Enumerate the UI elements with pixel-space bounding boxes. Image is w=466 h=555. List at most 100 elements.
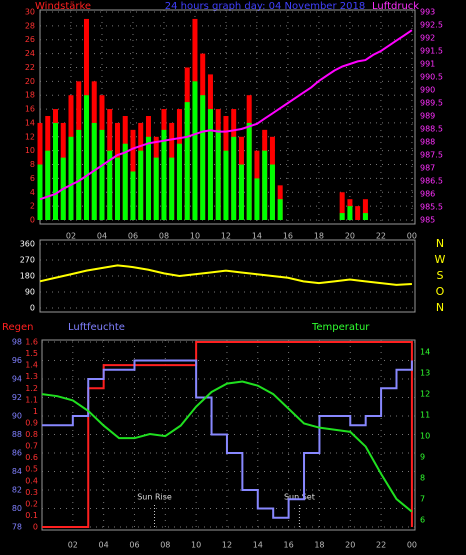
y3-tick-label: 8: [420, 474, 425, 483]
y-tick-label: 2: [30, 202, 35, 211]
wind-bar: [262, 150, 268, 220]
y2-tick-label: 0.2: [25, 499, 38, 508]
y-tick-label: 96: [12, 356, 22, 365]
y3-tick-label: 7: [420, 495, 425, 504]
y2-tick-label: 993: [420, 8, 435, 17]
wind-bar: [223, 150, 229, 220]
wind-bar: [238, 164, 244, 220]
x-tick-label: 12: [221, 232, 231, 241]
y2-tick-label: 986.5: [420, 177, 443, 186]
direction-label: W: [435, 253, 446, 266]
y-tick-label: 18: [25, 91, 35, 100]
direction-label: O: [436, 285, 445, 298]
y3-tick-label: 11: [420, 411, 430, 420]
wind-bar: [52, 122, 58, 220]
y-tick-label: 20: [25, 77, 35, 86]
y-tick-label: 30: [25, 8, 35, 17]
chart-title: 24 hours graph day: 04 November 2018: [165, 1, 365, 12]
x-tick-label: 18: [314, 232, 324, 241]
y-tick-label: 94: [12, 375, 22, 384]
direction-label: N: [436, 237, 444, 250]
y-tick-label: 22: [25, 63, 35, 72]
line-line: [41, 380, 413, 513]
x-tick-label: 20: [345, 541, 355, 550]
x-tick-label: 10: [191, 541, 201, 550]
wind-bar: [192, 81, 198, 220]
wind-bar: [362, 213, 368, 220]
wind-bar: [355, 206, 361, 220]
wind-bar: [347, 206, 353, 220]
y2-tick-label: 992: [420, 34, 435, 43]
y-tick-label: 360: [20, 240, 35, 249]
y-tick-label: 84: [12, 467, 22, 476]
y-tick-label: 8: [30, 160, 35, 169]
wind-label: Windstärke: [35, 1, 91, 12]
wind-bar: [200, 95, 206, 220]
x-tick-label: 20: [345, 232, 355, 241]
y-tick-label: 10: [25, 146, 35, 155]
y-tick-label: 12: [25, 132, 35, 141]
y-tick-label: 28: [25, 21, 35, 30]
y2-tick-label: 988.5: [420, 125, 443, 134]
x-tick-label: 10: [190, 232, 200, 241]
y-tick-label: 24: [25, 49, 35, 58]
y-tick-label: 78: [12, 523, 22, 532]
y-tick-label: 6: [30, 174, 35, 183]
wind-bar: [339, 213, 345, 220]
y-tick-label: 270: [20, 256, 35, 265]
y2-tick-label: 0.9: [25, 418, 38, 427]
x-tick-label: 16: [284, 541, 294, 550]
y2-tick-label: 0.1: [25, 511, 38, 520]
y3-tick-label: 10: [420, 432, 430, 441]
wind-bar: [246, 122, 252, 220]
y-tick-label: 98: [12, 338, 22, 347]
wind-bar: [114, 157, 120, 220]
wind-bar: [153, 157, 159, 220]
x-tick-label: 14: [252, 232, 262, 241]
y2-tick-label: 1.4: [25, 361, 38, 370]
y-tick-label: 86: [12, 449, 22, 458]
rain-label: Regen: [2, 322, 34, 333]
x-tick-label: 00: [407, 541, 417, 550]
wind-bar: [277, 199, 283, 220]
y2-tick-label: 987.5: [420, 151, 443, 160]
wind-bar: [231, 136, 237, 220]
x-tick-label: 02: [68, 541, 78, 550]
y-tick-label: 82: [12, 486, 22, 495]
y-tick-label: 16: [25, 105, 35, 114]
y2-tick-label: 989: [420, 112, 435, 121]
step-line: [42, 359, 413, 519]
y2-tick-label: 0.5: [25, 465, 38, 474]
line-line: [39, 264, 412, 286]
y2-tick-label: 990: [420, 86, 435, 95]
y-tick-label: 0: [30, 304, 35, 313]
y3-tick-label: 13: [420, 369, 430, 378]
y2-tick-label: 985: [420, 216, 435, 225]
y2-tick-label: 985.5: [420, 203, 443, 212]
wind-bar: [169, 157, 175, 220]
y2-tick-label: 990.5: [420, 73, 443, 82]
wind-bar: [215, 129, 221, 220]
annotation: Sun Rise: [137, 493, 172, 502]
wind-bar: [269, 164, 275, 220]
y3-tick-label: 12: [420, 390, 430, 399]
wind-bar: [254, 178, 260, 220]
y2-tick-label: 988: [420, 138, 435, 147]
temperature-label: Temperatur: [311, 322, 370, 333]
y2-tick-label: 0.8: [25, 430, 38, 439]
y-tick-label: 92: [12, 393, 22, 402]
y2-tick-label: 987: [420, 164, 435, 173]
x-tick-label: 00: [407, 232, 417, 241]
wind-bar: [107, 150, 113, 220]
x-tick-label: 22: [376, 232, 386, 241]
x-tick-label: 18: [314, 541, 324, 550]
y2-tick-label: 986: [420, 190, 435, 199]
direction-label: N: [436, 301, 444, 314]
y2-tick-label: 0.7: [25, 442, 38, 451]
x-tick-label: 06: [129, 541, 139, 550]
plot-frame: [39, 9, 416, 225]
y2-tick-label: 1.2: [25, 384, 38, 393]
wind-bar: [145, 136, 151, 220]
y2-tick-label: 0.6: [25, 453, 38, 462]
